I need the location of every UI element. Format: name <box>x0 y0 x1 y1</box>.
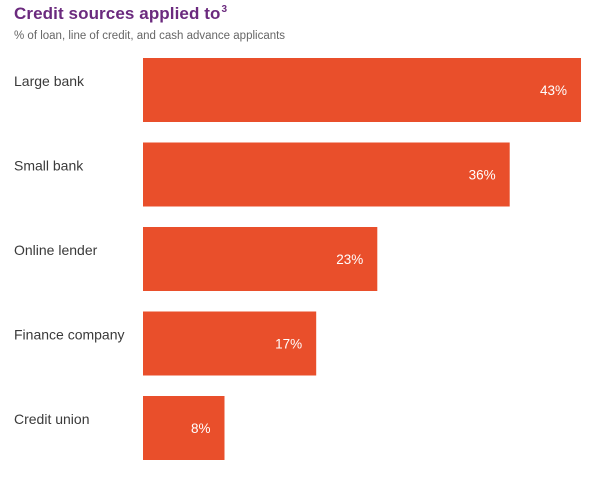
bar-large-bank <box>143 58 581 122</box>
value-label-credit-union: 8% <box>191 421 211 436</box>
value-label-small-bank: 36% <box>469 168 496 183</box>
category-label-small-bank: Small bank <box>14 158 84 174</box>
bar-credit-union <box>143 396 225 460</box>
chart-title: Credit sources applied to3 <box>14 4 227 24</box>
value-label-large-bank: 43% <box>540 83 567 98</box>
chart-subtitle: % of loan, line of credit, and cash adva… <box>14 30 286 42</box>
bar-finance-company <box>143 311 317 376</box>
category-label-credit-union: Credit union <box>14 411 90 427</box>
value-label-finance-company: 17% <box>275 337 302 352</box>
category-label-finance-company: Finance company <box>14 327 125 343</box>
value-label-online-lender: 23% <box>336 252 363 267</box>
bar-small-bank <box>143 142 510 207</box>
category-label-online-lender: Online lender <box>14 242 98 258</box>
chart-title-text: Credit sources applied to <box>14 4 221 23</box>
category-label-large-bank: Large bank <box>14 73 85 89</box>
bar-online-lender <box>143 227 378 291</box>
chart-title-footnote: 3 <box>221 4 228 16</box>
